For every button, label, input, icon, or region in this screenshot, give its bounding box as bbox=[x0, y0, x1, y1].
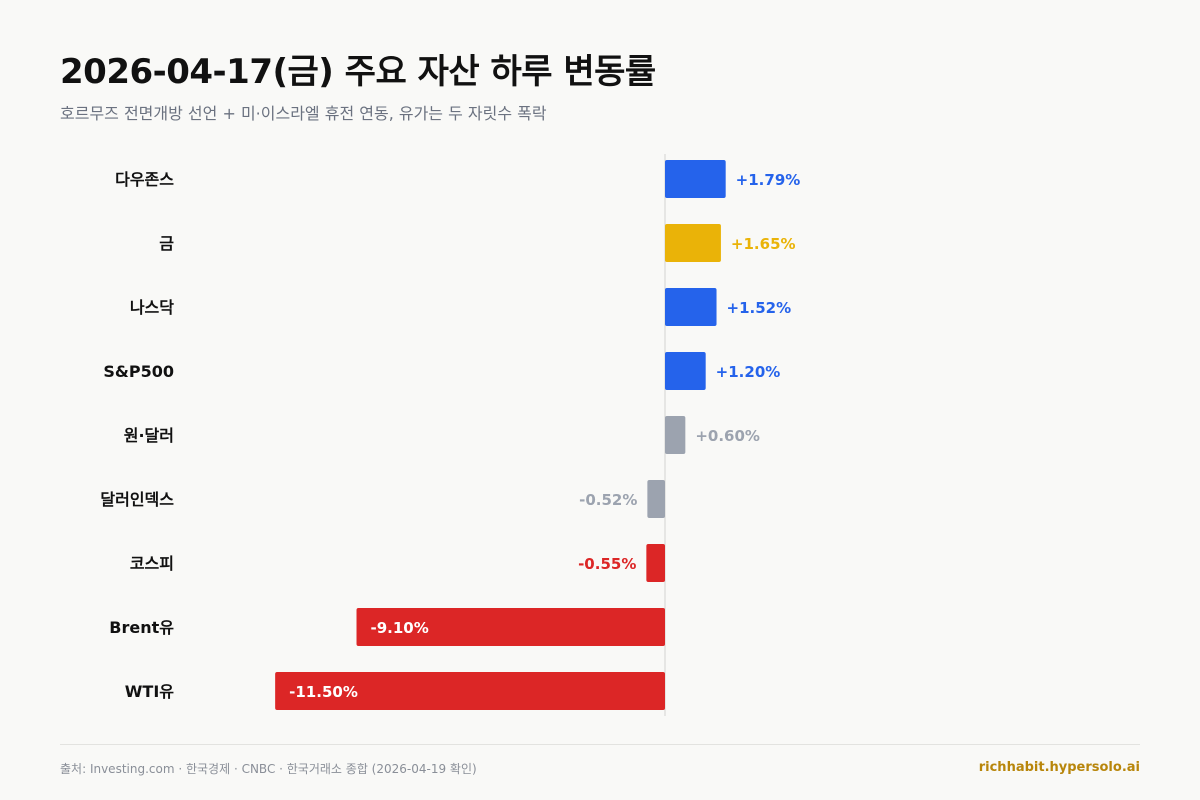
value-label: +1.79% bbox=[736, 171, 801, 189]
value-label: -11.50% bbox=[289, 683, 358, 701]
bar bbox=[665, 288, 717, 326]
bar bbox=[356, 608, 665, 646]
bar bbox=[665, 352, 706, 390]
value-label: -9.10% bbox=[371, 619, 429, 637]
value-label: +1.52% bbox=[727, 299, 792, 317]
value-label: +1.65% bbox=[731, 235, 796, 253]
bar bbox=[665, 224, 721, 262]
bar bbox=[665, 160, 726, 198]
category-label: 달러인덱스 bbox=[100, 490, 174, 509]
bar bbox=[275, 672, 665, 710]
category-label: S&P500 bbox=[103, 362, 174, 381]
category-label: 코스피 bbox=[130, 554, 174, 573]
chart-title: 2026-04-17(금) 주요 자산 하루 변동률 bbox=[60, 52, 656, 92]
category-label: WTI유 bbox=[125, 682, 175, 701]
category-label: Brent유 bbox=[109, 618, 174, 637]
brand-link[interactable]: richhabit.hypersolo.ai bbox=[978, 760, 1140, 775]
bar bbox=[646, 544, 665, 582]
value-label: -0.55% bbox=[578, 555, 636, 573]
category-label: 원·달러 bbox=[124, 426, 174, 445]
footer-divider bbox=[60, 744, 1140, 745]
chart-subtitle: 호르무즈 전면개방 선언 + 미·이스라엘 휴전 연동, 유가는 두 자릿수 폭… bbox=[60, 104, 547, 123]
bar bbox=[647, 480, 665, 518]
bar bbox=[665, 416, 686, 454]
category-label: 나스닥 bbox=[130, 298, 174, 317]
value-label: +0.60% bbox=[695, 427, 760, 445]
category-label: 다우존스 bbox=[115, 170, 174, 189]
value-label: +1.20% bbox=[716, 363, 781, 381]
category-label: 금 bbox=[159, 234, 174, 253]
source-note: 출처: Investing.com · 한국경제 · CNBC · 한국거래소 … bbox=[60, 762, 477, 776]
value-label: -0.52% bbox=[579, 491, 637, 509]
